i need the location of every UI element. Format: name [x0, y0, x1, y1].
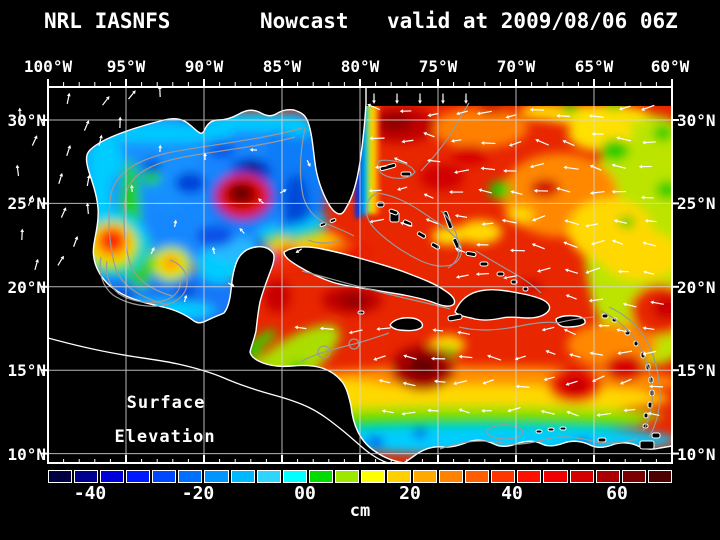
colorbar-tick: -40 — [73, 483, 107, 504]
y-tick-label: 15°N — [7, 361, 46, 380]
colorbar-cell — [621, 470, 646, 483]
colorbar-cell — [517, 470, 542, 483]
colorbar-cell — [465, 470, 490, 483]
colorbar-cell — [230, 470, 255, 483]
y-tick-label: 10°N — [7, 445, 46, 464]
y-tick-label: 10°N — [677, 445, 716, 464]
annotation-elevation: Elevation — [114, 427, 216, 447]
island-hispaniola — [454, 288, 551, 321]
island-puerto-rico — [555, 314, 586, 328]
colorbar-cell — [308, 470, 333, 483]
x-tick-label: 80°W — [340, 57, 380, 76]
colorbar-cell — [569, 470, 594, 483]
colorbar-cell — [439, 470, 464, 483]
bathymetry-contours — [99, 102, 661, 450]
domain-boundary-mask — [364, 87, 672, 106]
colorbar-cell — [360, 470, 386, 483]
colorbar-cell — [204, 470, 229, 483]
x-tick-label: 100°W — [23, 57, 73, 76]
x-tick-label: 60°W — [650, 57, 690, 76]
colorbar-cell — [74, 470, 99, 483]
title-product: Nowcast — [260, 9, 349, 33]
colorbar-cell — [595, 470, 620, 483]
colorbar — [48, 470, 672, 483]
island-cuba — [283, 246, 456, 307]
colorbar-cell — [256, 470, 281, 483]
colorbar-units: cm — [349, 501, 371, 521]
atlantic-field — [230, 98, 672, 460]
y-tick-label: 30°N — [677, 111, 716, 130]
y-tick-label: 25°N — [7, 194, 46, 213]
colorbar-cell — [413, 470, 438, 483]
title-valid: valid at 2009/08/06 06Z — [387, 9, 678, 33]
colorbar-cell — [152, 470, 177, 483]
colorbar-cell — [100, 470, 125, 483]
island-jamaica — [389, 317, 424, 332]
colorbar-tick: 20 — [399, 483, 421, 504]
colorbar-cell — [647, 470, 672, 483]
colorbar-tick: 00 — [294, 483, 316, 504]
x-tick-label: 95°W — [106, 57, 146, 76]
margin-vectors — [15, 107, 39, 271]
y-tick-label: 15°N — [677, 361, 716, 380]
axis-ticks — [41, 79, 679, 463]
colorbar-tick: 60 — [606, 483, 628, 504]
land-south-america — [403, 439, 672, 463]
colorbar-tick: 40 — [501, 483, 523, 504]
colorbar-cell — [282, 470, 307, 483]
y-tick-label: 30°N — [7, 111, 46, 130]
x-tick-label: 90°W — [184, 57, 224, 76]
x-tick-label: 85°W — [262, 57, 302, 76]
colorbar-cell — [126, 470, 151, 483]
colorbar-cell — [543, 470, 568, 483]
gulf-field — [58, 105, 368, 332]
x-tick-label: 75°W — [418, 57, 458, 76]
colorbar-cell — [48, 470, 73, 483]
y-tick-label: 20°N — [7, 278, 46, 297]
title-model: NRL IASNFS — [44, 9, 171, 33]
y-tick-label: 25°N — [677, 194, 716, 213]
annotation-surface: Surface — [126, 393, 206, 413]
x-tick-label: 65°W — [574, 57, 614, 76]
colorbar-cell — [334, 470, 359, 483]
current-vectors — [57, 87, 664, 417]
colorbar-cell — [387, 470, 412, 483]
y-tick-label: 20°N — [677, 278, 716, 297]
colorbar-cell — [178, 470, 203, 483]
grid-lines — [48, 87, 672, 463]
colorbar-cell — [491, 470, 516, 483]
x-tick-label: 70°W — [496, 57, 536, 76]
land-north-america — [48, 87, 405, 463]
colorbar-tick: -20 — [181, 483, 215, 504]
